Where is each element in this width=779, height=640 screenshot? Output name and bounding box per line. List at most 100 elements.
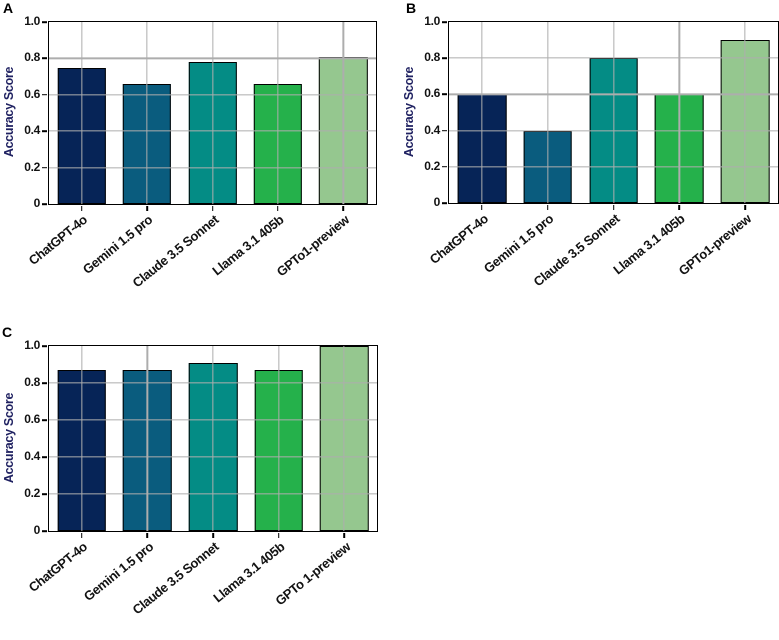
y-tick-label: 0.8: [424, 50, 440, 65]
gridline-vertical: [481, 22, 483, 203]
gridline-horizontal: [49, 57, 376, 60]
x-tick-label: Llama 3.1 405b: [210, 539, 288, 606]
chart-panel-a: A Accuracy Score 0 0.2 0.4 0.6 0.8 1.0 ChatGP…: [0, 0, 389, 312]
panel-label: A: [3, 0, 14, 16]
x-tick-label: ChatGPT-4o: [426, 211, 491, 267]
panel-label: C: [2, 324, 13, 340]
gridline-vertical: [212, 346, 214, 531]
x-tick-mark: [612, 205, 615, 210]
gridline-horizontal: [49, 456, 377, 458]
y-tick-label: 0.6: [424, 86, 440, 101]
y-tick-label: 0.4: [24, 449, 40, 463]
x-tick-mark: [343, 533, 345, 538]
y-tick-label: 0: [33, 523, 41, 537]
x-tick-mark: [277, 206, 279, 211]
x-tick-mark: [678, 205, 681, 210]
gridline-vertical: [342, 22, 344, 204]
x-tick-label: Claude 3.5 Sonnet: [530, 211, 622, 290]
plot-area: [42, 345, 378, 538]
gridline-vertical: [211, 22, 214, 204]
y-tick-mark: [42, 456, 47, 458]
gridline-vertical: [678, 22, 680, 203]
y-tick-mark: [42, 57, 47, 60]
x-tick-label: Llama 3.1 405b: [610, 211, 688, 278]
y-tick-label: 0: [433, 195, 441, 209]
chart-panel-b: B Accuracy Score 0 0.2 0.4 0.6 0.8 1.0 ChatGP…: [389, 0, 779, 312]
gridline-vertical: [146, 22, 148, 204]
y-tick-labels: 0 0.2 0.4 0.6 0.8 1.0: [0, 14, 40, 210]
y-tick-mark: [42, 530, 47, 532]
y-tick-mark: [42, 345, 47, 347]
y-tick-labels: 0 0.2 0.4 0.6 0.8 1.0: [389, 14, 440, 209]
y-tick-label: 1.0: [424, 14, 440, 28]
x-tick-label: Gemini 1.5 pro: [480, 211, 557, 276]
x-tick-mark: [146, 533, 149, 538]
x-tick-label: GPTo1-preview: [273, 212, 352, 280]
y-tick-label: 0.8: [24, 50, 40, 65]
y-tick-mark: [42, 203, 47, 205]
x-tick-mark: [277, 533, 280, 538]
x-tick-labels: ChatGPT-4o Gemini 1.5 pro Claude 3.5 Sonne…: [26, 203, 375, 313]
y-tick-label: 0.2: [424, 158, 440, 173]
gridline-horizontal: [449, 166, 778, 168]
gridline-vertical: [81, 22, 83, 204]
panel-label: B: [406, 0, 417, 16]
y-tick-label: 1.0: [24, 14, 40, 28]
x-tick-mark: [80, 206, 83, 211]
gridline-vertical: [277, 346, 280, 531]
x-tick-label: Gemini 1.5 pro: [80, 539, 156, 604]
x-tick-mark: [546, 205, 549, 210]
gridline-vertical: [343, 346, 345, 531]
y-tick-label: 0.2: [24, 159, 40, 174]
y-tick-mark: [42, 382, 47, 384]
x-tick-mark: [146, 206, 148, 211]
x-tick-mark: [481, 205, 483, 210]
gridline-horizontal: [49, 382, 377, 384]
gridline-horizontal: [49, 493, 377, 495]
y-tick-labels: 0 0.2 0.4 0.6 0.8 1.0: [0, 338, 40, 537]
gridline-horizontal: [49, 94, 376, 96]
y-tick-mark: [442, 129, 447, 132]
y-tick-mark: [442, 93, 447, 96]
x-tick-label: Claude 3.5 Sonnet: [129, 212, 221, 291]
y-tick-label: 1.0: [24, 338, 40, 352]
y-tick-mark: [42, 419, 47, 421]
x-tick-mark: [81, 533, 83, 538]
y-tick-mark: [42, 493, 47, 495]
gridline-horizontal: [49, 130, 376, 132]
x-tick-labels: ChatGPT-4o Gemini 1.5 pro Claude 3.5 Sonne…: [426, 202, 777, 312]
y-tick-mark: [442, 166, 447, 168]
x-tick-label: Gemini 1.5 pro: [80, 212, 156, 277]
gridline-horizontal: [449, 129, 778, 132]
y-tick-mark: [42, 130, 47, 132]
y-tick-mark: [442, 57, 447, 59]
x-tick-mark: [342, 206, 345, 211]
gridline-horizontal: [449, 93, 778, 96]
gridline-vertical: [146, 346, 149, 531]
y-tick-mark: [42, 166, 47, 169]
y-tick-mark: [42, 21, 47, 23]
y-tick-label: 0: [33, 196, 41, 210]
chart-panel-c: C Accuracy Score 0 0.2 0.4 0.6 0.8 1.0 ChatGP…: [0, 312, 390, 624]
figure: A Accuracy Score 0 0.2 0.4 0.6 0.8 1.0 ChatGP…: [0, 0, 779, 624]
y-tick-label: 0.6: [24, 412, 40, 426]
y-tick-label: 0.2: [24, 486, 40, 500]
gridline-vertical: [547, 22, 549, 203]
y-tick-mark: [442, 21, 447, 23]
y-tick-mark: [42, 94, 47, 96]
x-tick-label: GPTo 1-preview: [271, 539, 353, 609]
y-tick-label: 0.8: [24, 375, 40, 389]
x-tick-label: GPTo1-preview: [675, 211, 754, 279]
x-tick-label: Llama 3.1 405b: [209, 212, 287, 279]
plot-area: [42, 21, 377, 211]
gridline-vertical: [612, 22, 615, 203]
y-tick-mark: [442, 202, 447, 204]
gridline-vertical: [81, 346, 83, 531]
x-tick-mark: [744, 205, 746, 210]
x-tick-label: ChatGPT-4o: [25, 212, 91, 268]
gridline-vertical: [277, 22, 279, 204]
x-tick-label: ChatGPT-4o: [26, 539, 91, 595]
plot-area: [442, 21, 779, 210]
x-tick-mark: [211, 206, 214, 211]
gridline-horizontal: [449, 57, 778, 59]
